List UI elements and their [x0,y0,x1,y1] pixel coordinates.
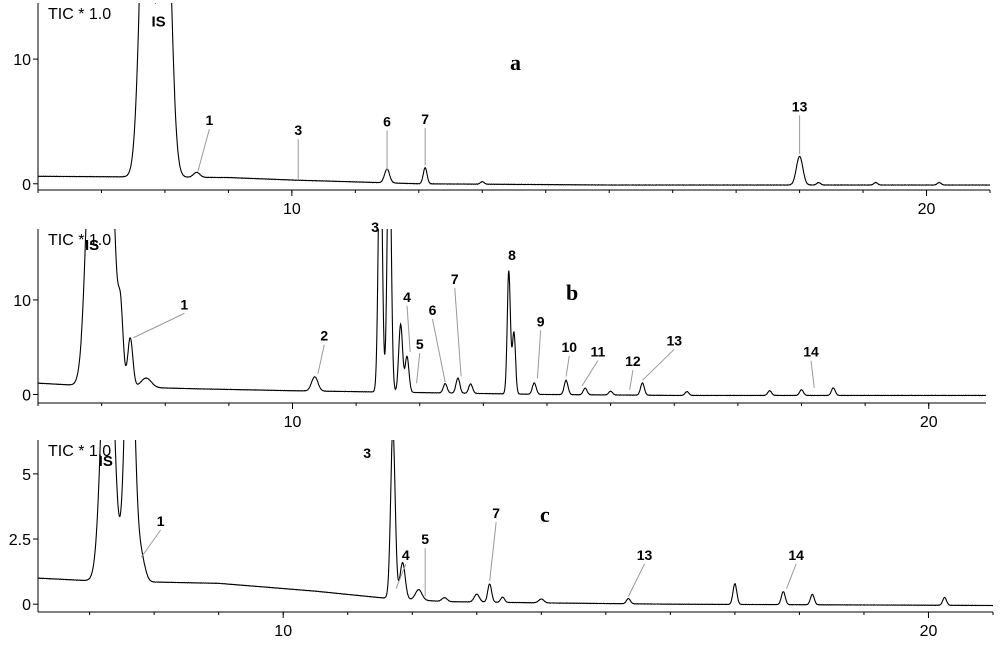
peak-label: 5 [421,531,429,547]
peak-label-leader [810,360,815,388]
internal-standard-label: IS [151,14,165,31]
peak-label: 2 [320,328,328,344]
peak-label-leader [454,287,462,377]
peak-label: 10 [561,339,577,355]
y-tick-label: 2.5 [9,532,31,549]
peak-label: 9 [537,313,545,329]
peak-label-leader [140,529,162,558]
peak-label-leader [786,563,797,589]
peak-label: 6 [429,302,437,318]
peak-label: 3 [294,122,302,138]
peak-label: 5 [416,336,424,352]
panel-letter: a [510,50,521,75]
y-tick-label: 10 [13,293,31,310]
peak-label-leader [581,360,599,387]
peak-label-leader [536,330,542,379]
peak-label-leader [197,129,210,172]
peak-label: 12 [625,353,641,369]
peak-label-leader [565,355,570,377]
peak-label-leader [133,312,185,339]
x-tick-label: 20 [920,623,938,640]
panel-letter: b [566,280,578,305]
y-tick-label: 10 [13,52,31,69]
x-tick-label: 20 [920,414,938,431]
x-tick-label: 10 [274,623,292,640]
x-tick-label: 20 [918,201,936,218]
peak-label: 1 [205,112,213,128]
peak-label: 8 [508,247,516,263]
peak-label: 13 [637,547,653,563]
internal-standard-label: IS [99,453,113,470]
peak-label: 14 [803,344,819,360]
y-tick-label: 0 [22,387,31,404]
tic-trace [38,440,993,607]
peak-label-leader [629,370,634,390]
tic-trace [38,229,986,397]
tic-trace [38,3,990,186]
peak-label: 13 [666,332,682,348]
tic-header: TIC * 1.0 [48,232,111,249]
peak-label-leader [395,563,407,589]
peak-label-leader [406,305,411,352]
y-tick-label: 0 [22,597,31,614]
peak-label: 14 [788,547,804,563]
peak-label-leader [642,348,675,381]
x-tick-label: 10 [284,414,302,431]
peak-label-leader [431,318,446,383]
x-tick-label: 10 [283,201,301,218]
peak-label: 13 [792,98,808,114]
peak-label: 7 [451,271,459,287]
peak-label: 6 [383,113,391,129]
peak-label-leader [416,353,421,384]
tic-header: TIC * 1.0 [48,6,111,23]
peak-label: 4 [402,547,410,563]
peak-label: 7 [492,505,500,521]
peak-label-leader [489,522,497,581]
peak-label: 3 [371,219,379,235]
peak-label: 7 [421,111,429,127]
internal-standard-label: IS [85,237,99,254]
tic-header: TIC * 1.0 [48,443,111,460]
peak-label: 3 [363,445,371,461]
peak-label-leader [317,344,325,374]
y-tick-label: 0 [22,177,31,194]
panel-letter: c [540,502,550,527]
peak-label: 1 [180,296,188,312]
peak-label: 4 [403,289,411,305]
peak-label: 1 [157,513,165,529]
y-tick-label: 5 [22,467,31,484]
peak-label-leader [627,563,646,597]
peak-label: 11 [590,344,605,360]
